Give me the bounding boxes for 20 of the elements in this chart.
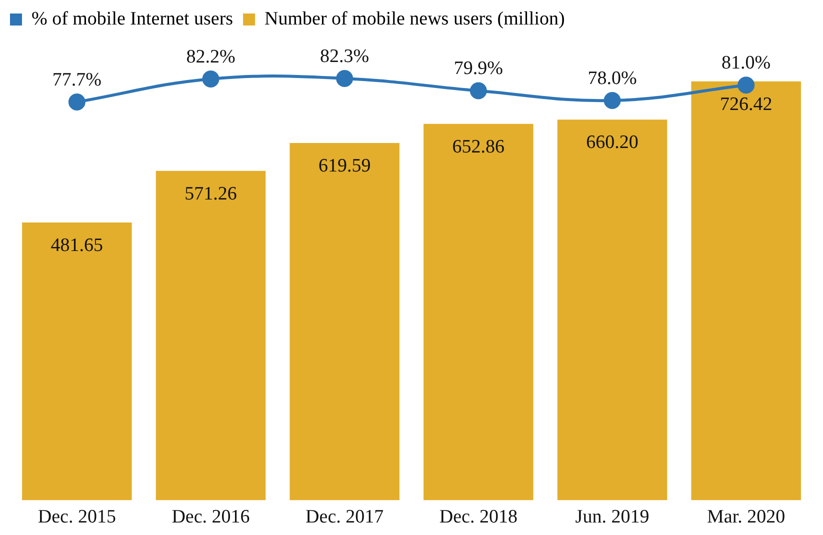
data-label: 82.3% — [320, 46, 370, 67]
data-label: 78.0% — [588, 68, 637, 89]
x-tick-label: Jun. 2019 — [575, 506, 650, 528]
data-label: 81.0% — [722, 52, 771, 74]
x-tick-label: Dec. 2017 — [306, 506, 384, 528]
data-label: 726.42 — [720, 94, 772, 115]
x-tick-label: Dec. 2016 — [172, 506, 250, 528]
x-tick-label: Dec. 2015 — [38, 506, 116, 528]
legend-label: Number of mobile news users (million) — [264, 8, 565, 30]
data-label: 571.26 — [184, 183, 237, 204]
data-label: 77.7% — [52, 70, 102, 91]
data-label: 660.20 — [586, 132, 638, 154]
data-label: 652.86 — [452, 136, 505, 158]
x-tick-label: Mar. 2020 — [707, 506, 786, 528]
data-label: 619.59 — [318, 155, 371, 176]
legend-label: % of mobile Internet users — [32, 8, 234, 30]
x-tick-label: Dec. 2018 — [439, 506, 518, 528]
data-label: 481.65 — [50, 235, 104, 256]
data-label: 79.9% — [454, 58, 504, 80]
data-label: 82.2% — [186, 46, 236, 68]
